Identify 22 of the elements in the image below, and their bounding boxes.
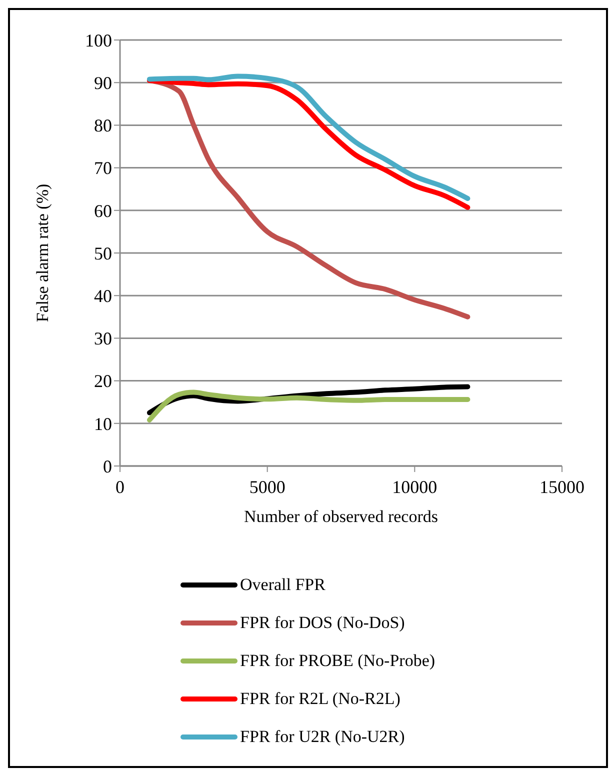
y-tick-label: 30 xyxy=(94,328,112,349)
y-tick-label: 100 xyxy=(85,30,112,50)
y-tick-label: 70 xyxy=(94,158,112,178)
x-tick-label: 0 xyxy=(116,476,124,497)
y-tick-label: 0 xyxy=(103,456,112,476)
y-tick-label: 50 xyxy=(94,243,112,264)
y-tick-label: 10 xyxy=(94,414,112,434)
y-tick-label: 80 xyxy=(94,116,112,136)
x-axis-title: Number of observed records xyxy=(244,507,438,526)
y-tick-label: 40 xyxy=(94,286,112,306)
legend-label: FPR for R2L (No-R2L) xyxy=(240,689,400,709)
x-tick-label: 5000 xyxy=(249,476,286,497)
legend-label: FPR for U2R (No-U2R) xyxy=(240,727,405,747)
legend-label: FPR for DOS (No-DoS) xyxy=(240,613,405,633)
legend-label: Overall FPR xyxy=(240,575,326,595)
x-tick-label: 15000 xyxy=(540,476,584,497)
y-tick-label: 20 xyxy=(94,371,112,392)
y-tick-label: 90 xyxy=(94,72,112,93)
legend-label: FPR for PROBE (No-Probe) xyxy=(240,651,436,671)
y-axis-title: False alarm rate (%) xyxy=(33,184,52,322)
x-tick-label: 10000 xyxy=(392,476,438,497)
y-tick-label: 60 xyxy=(94,200,112,221)
